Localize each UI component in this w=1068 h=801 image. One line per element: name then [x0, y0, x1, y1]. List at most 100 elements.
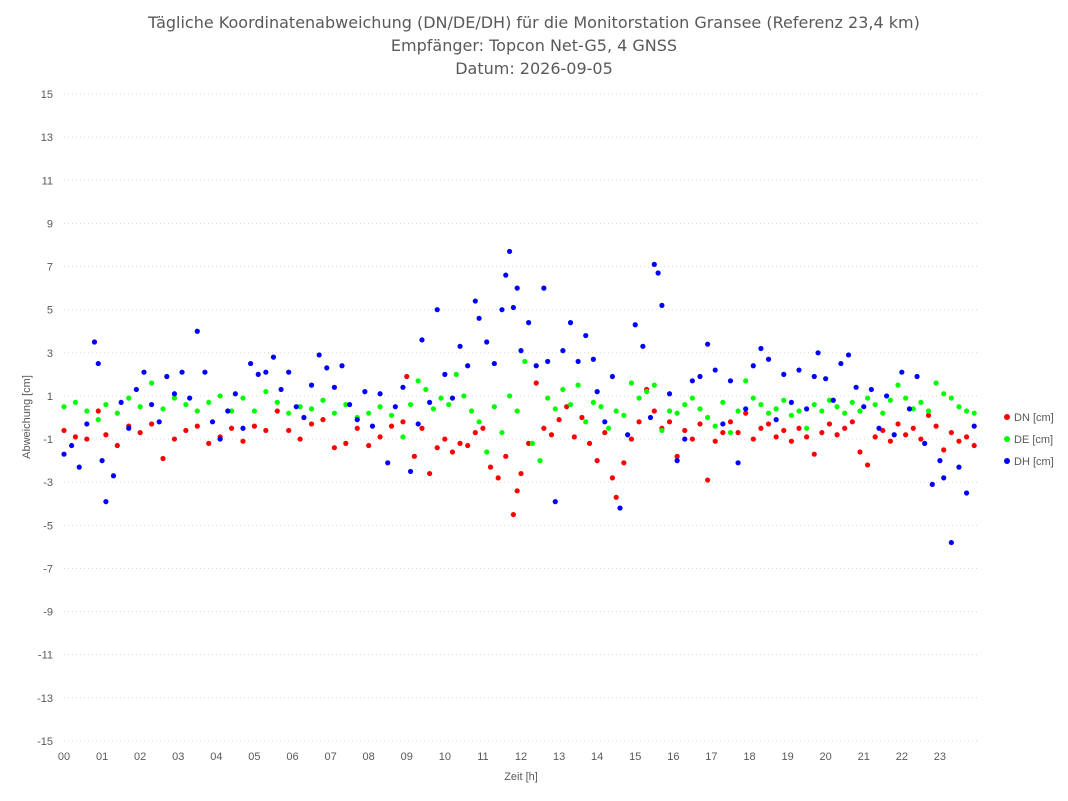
x-tick-label: 18: [743, 751, 755, 763]
data-point: [590, 356, 596, 362]
data-point: [91, 339, 98, 345]
series-de: [61, 358, 977, 464]
data-point: [263, 389, 269, 395]
y-tick-label: -3: [43, 477, 53, 489]
x-axis-title: Zeit [h]: [504, 771, 538, 783]
data-point: [659, 427, 665, 434]
data-point: [689, 436, 695, 442]
data-point: [605, 425, 612, 431]
data-point: [697, 406, 703, 412]
data-point: [864, 462, 871, 468]
data-point: [510, 304, 516, 311]
data-point: [179, 369, 185, 375]
data-point: [76, 464, 82, 470]
data-point: [453, 371, 459, 377]
data-point: [971, 423, 977, 429]
data-point: [518, 348, 524, 354]
data-point: [880, 427, 886, 434]
data-point: [849, 419, 855, 425]
data-point: [712, 438, 718, 444]
data-point: [583, 332, 589, 339]
data-point: [442, 371, 448, 377]
data-point: [415, 378, 421, 384]
data-point: [971, 442, 977, 449]
data-point: [545, 358, 551, 365]
data-point: [95, 417, 101, 423]
legend-label: DN [cm]: [1014, 412, 1054, 424]
x-tick-label: 17: [705, 751, 717, 763]
y-tick-label: -15: [37, 736, 53, 748]
data-point: [636, 395, 642, 401]
x-tick-label: 04: [210, 751, 222, 763]
data-point: [903, 395, 909, 401]
data-point: [914, 373, 920, 380]
data-point: [895, 382, 901, 388]
data-point: [297, 436, 303, 442]
data-point: [541, 425, 547, 431]
x-tick-label: 11: [477, 751, 488, 763]
data-point: [251, 408, 258, 414]
data-point: [385, 460, 391, 466]
data-point: [697, 421, 703, 427]
data-point: [270, 354, 277, 360]
data-point: [804, 406, 810, 412]
data-point: [84, 408, 90, 414]
data-point: [575, 382, 581, 388]
data-point: [895, 421, 901, 427]
data-point: [141, 369, 147, 375]
data-point: [834, 404, 840, 410]
data-point: [674, 410, 680, 416]
data-point: [286, 410, 292, 416]
data-point: [823, 376, 829, 382]
data-point: [419, 425, 425, 431]
data-point: [529, 440, 536, 446]
data-point: [682, 427, 688, 434]
data-point: [84, 436, 90, 442]
data-point: [651, 261, 657, 267]
data-point: [811, 451, 817, 457]
data-point: [727, 378, 734, 384]
data-point: [84, 421, 90, 427]
data-point: [876, 425, 882, 431]
data-point: [552, 406, 558, 412]
data-point: [217, 393, 223, 399]
data-point: [788, 438, 794, 444]
y-tick-label: 9: [47, 218, 53, 230]
data-point: [160, 406, 166, 412]
data-point: [61, 404, 67, 410]
data-point: [948, 395, 954, 401]
data-point: [796, 425, 802, 431]
data-point: [735, 408, 741, 414]
data-point: [137, 429, 143, 436]
data-point: [423, 386, 429, 393]
x-tick-label: 19: [781, 751, 793, 763]
data-point: [735, 429, 741, 436]
data-point: [449, 395, 456, 401]
data-point: [194, 408, 200, 414]
data-point: [400, 384, 406, 390]
data-point: [750, 395, 756, 401]
data-point: [114, 410, 120, 416]
data-point: [788, 399, 794, 406]
data-point: [632, 322, 638, 328]
data-point: [625, 432, 631, 438]
data-point: [891, 432, 897, 438]
data-point: [400, 419, 406, 425]
data-point: [567, 401, 574, 408]
data-point: [918, 399, 924, 406]
data-point: [446, 401, 452, 408]
data-point: [187, 395, 193, 401]
data-point: [148, 380, 155, 386]
data-point: [491, 360, 497, 367]
data-point: [830, 397, 836, 403]
data-point: [183, 401, 189, 408]
data-point: [910, 406, 916, 412]
data-point: [449, 449, 456, 455]
data-point: [487, 464, 494, 470]
data-point: [628, 436, 635, 442]
data-point: [682, 436, 688, 442]
data-point: [293, 404, 299, 410]
data-point: [514, 488, 520, 494]
data-point: [674, 453, 680, 459]
data-point: [804, 434, 810, 440]
